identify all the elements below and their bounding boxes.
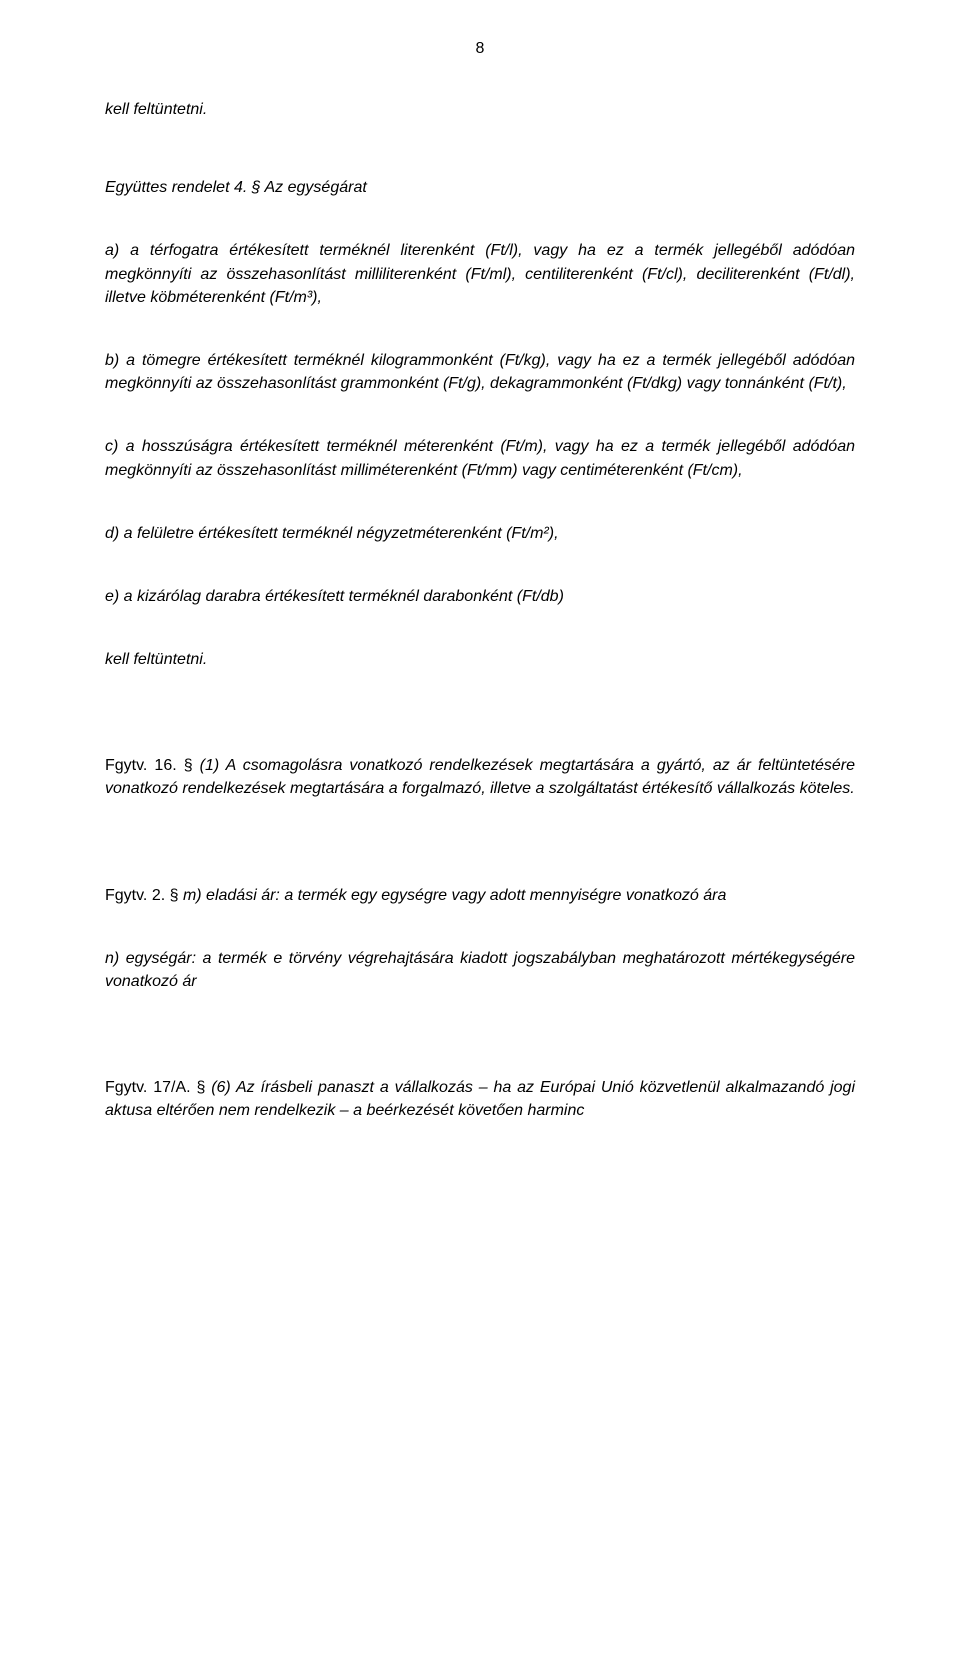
spacer (105, 856, 855, 884)
paragraph-fgytv-2-m: Fgytv. 2. § m) eladási ár: a termék egy … (105, 884, 855, 907)
paragraph-fgytv-16-text: (1) A csomagolásra vonatkozó rendelkezés… (105, 757, 855, 797)
paragraph-fgytv-2-n: n) egységár: a termék e törvény végrehaj… (105, 947, 855, 993)
paragraph-fgytv-16: Fgytv. 16. § (1) A csomagolásra vonatkoz… (105, 754, 855, 800)
paragraph-item-e: e) a kizárólag darabra értékesített term… (105, 585, 855, 608)
spacer (105, 1048, 855, 1076)
paragraph-fgytv-17a: Fgytv. 17/A. § (6) Az írásbeli panaszt a… (105, 1076, 855, 1122)
law-ref-fgytv-16: Fgytv. 16. § (105, 757, 200, 774)
spacer (105, 309, 855, 349)
spacer (105, 993, 855, 1048)
law-ref-fgytv-2: Fgytv. 2. § (105, 887, 183, 904)
paragraph-egyuttes-rendelet-4: Együttes rendelet 4. § Az egységárat (105, 176, 855, 199)
paragraph-kell-feltuntetni-1: kell feltüntetni. (105, 98, 855, 121)
paragraph-item-d: d) a felületre értékesített terméknél né… (105, 522, 855, 545)
law-ref-fgytv-17a: Fgytv. 17/A. § (105, 1079, 211, 1096)
spacer (105, 545, 855, 585)
paragraph-fgytv-2-m-text: m) eladási ár: a termék egy egységre vag… (183, 887, 726, 904)
spacer (105, 199, 855, 239)
spacer (105, 671, 855, 726)
page-container: 8 kell feltüntetni. Együttes rendelet 4.… (0, 0, 960, 1655)
paragraph-fgytv-17a-text: (6) Az írásbeli panaszt a vállalkozás – … (105, 1079, 855, 1119)
page-number: 8 (105, 40, 855, 58)
spacer (105, 907, 855, 947)
paragraph-item-c: c) a hosszúságra értékesített terméknél … (105, 435, 855, 481)
paragraph-item-b: b) a tömegre értékesített terméknél kilo… (105, 349, 855, 395)
spacer (105, 608, 855, 648)
spacer (105, 726, 855, 754)
paragraph-kell-feltuntetni-2: kell feltüntetni. (105, 648, 855, 671)
spacer (105, 801, 855, 856)
paragraph-item-a: a) a térfogatra értékesített terméknél l… (105, 239, 855, 309)
spacer (105, 395, 855, 435)
spacer (105, 482, 855, 522)
spacer (105, 121, 855, 176)
